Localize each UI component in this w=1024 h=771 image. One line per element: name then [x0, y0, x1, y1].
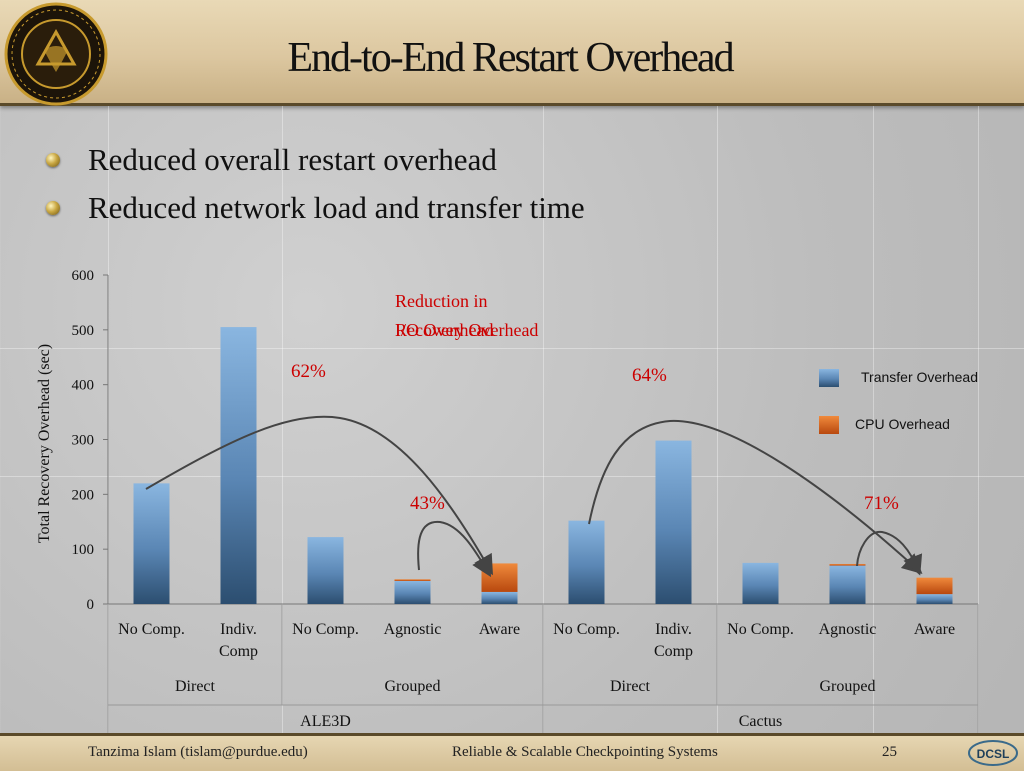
background-gridline [978, 106, 979, 733]
x-tick-label: No Comp. [553, 621, 620, 638]
background-gridline [282, 106, 283, 733]
y-tick-label: 100 [72, 542, 95, 558]
dcsl-logo-icon: DCSL [968, 740, 1018, 766]
bar-transfer-overhead [481, 591, 518, 604]
arrow-43 [417, 520, 492, 578]
bullet-icon [46, 153, 60, 167]
x-group-label: Grouped [385, 678, 441, 695]
x-tick-label: Aware [914, 621, 955, 638]
slide-header: End-to-End Restart Overhead [0, 0, 1024, 106]
bullet-text: Reduced network load and transfer time [88, 190, 585, 225]
x-application-label: Cactus [739, 713, 783, 730]
bullet-item: Reduced network load and transfer time [46, 184, 585, 232]
y-tick-label: 500 [72, 323, 95, 339]
bar-transfer-overhead [916, 594, 953, 604]
svg-text:DCSL: DCSL [977, 747, 1010, 761]
bar-transfer-overhead [568, 520, 605, 604]
footer-author: Tanzima Islam (tislam@purdue.edu) [88, 744, 308, 760]
y-tick-label: 600 [72, 268, 95, 284]
background-gridline [543, 106, 544, 733]
footer-page-number: 25 [882, 744, 897, 760]
legend-label-transfer: Transfer Overhead [861, 369, 978, 385]
slide-footer: Tanzima Islam (tislam@purdue.edu) Reliab… [0, 733, 1024, 771]
arrow-71 [856, 530, 923, 576]
x-group-label: Direct [175, 678, 216, 695]
x-tick-label: Indiv. [220, 621, 257, 638]
x-application-label: ALE3D [300, 713, 351, 730]
background-gridline [0, 348, 1024, 349]
legend-swatch-cpu [819, 416, 839, 434]
x-tick-label: Indiv. [655, 621, 692, 638]
x-tick-label: No Comp. [292, 621, 359, 638]
arrow-64 [588, 419, 923, 575]
x-tick-label: Comp [654, 643, 693, 660]
purdue-seal-icon [4, 2, 108, 106]
bullet-icon [46, 201, 60, 215]
x-tick-label: Aware [479, 621, 520, 638]
annotation-pct-43: 43% [410, 493, 445, 514]
background-gridline [0, 476, 1024, 477]
annotation-header-recovery: Recovery Overhead [395, 320, 538, 340]
bullet-list: Reduced overall restart overhead Reduced… [46, 136, 585, 232]
arrow-62 [145, 415, 493, 576]
x-tick-label: Comp [219, 643, 258, 660]
bar-transfer-overhead [829, 565, 866, 604]
background-gridline [873, 106, 874, 733]
background-gridline [717, 106, 718, 733]
annotation-pct-64: 64% [632, 365, 667, 386]
bullet-item: Reduced overall restart overhead [46, 136, 585, 184]
x-group-label: Direct [610, 678, 651, 695]
y-tick-label: 300 [72, 433, 95, 449]
x-tick-label: Agnostic [819, 621, 877, 638]
bar-transfer-overhead [655, 440, 692, 604]
x-tick-label: No Comp. [118, 621, 185, 638]
bar-cpu-overhead [394, 579, 431, 581]
x-group-label: Grouped [820, 678, 876, 695]
y-tick-label: 400 [72, 378, 95, 394]
y-tick-label: 200 [72, 487, 95, 503]
bar-transfer-overhead [133, 483, 170, 604]
bar-transfer-overhead [394, 580, 431, 604]
bullet-text: Reduced overall restart overhead [88, 142, 497, 177]
bar-transfer-overhead [307, 537, 344, 604]
bar-cpu-overhead [829, 563, 866, 566]
legend-label-cpu: CPU Overhead [855, 416, 950, 432]
y-axis-label: Total Recovery Overhead (sec) [36, 344, 53, 543]
annotation-pct-62: 62% [291, 361, 326, 382]
bar-transfer-overhead [742, 562, 779, 604]
annotation-header-line1: Reduction in [395, 291, 488, 311]
annotation-header-io: I/O Overhead [395, 320, 493, 340]
footer-course: Reliable & Scalable Checkpointing System… [452, 744, 718, 760]
bar-cpu-overhead [916, 577, 953, 595]
y-tick-label: 0 [87, 597, 95, 613]
legend-swatch-transfer [819, 369, 839, 387]
chart-legend: Transfer Overhead CPU Overhead [819, 369, 978, 434]
bar-cpu-overhead [481, 563, 518, 592]
x-tick-label: Agnostic [384, 621, 442, 638]
slide-title: End-to-End Restart Overhead [287, 35, 734, 81]
annotation-pct-71: 71% [864, 493, 899, 514]
x-tick-label: No Comp. [727, 621, 794, 638]
bar-transfer-overhead [220, 327, 257, 604]
